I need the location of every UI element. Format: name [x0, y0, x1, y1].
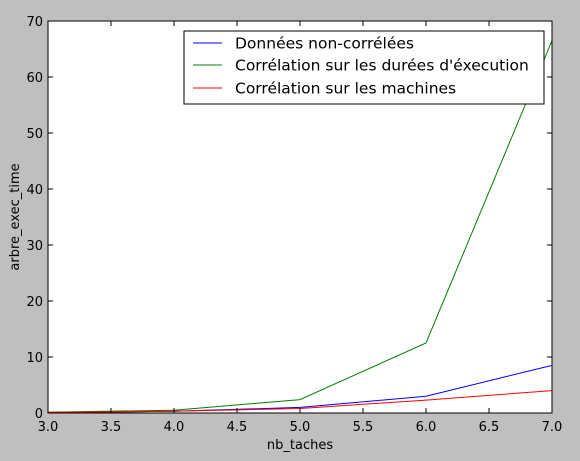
legend-box — [183, 30, 545, 105]
y-tick-label-1: 10 — [26, 351, 43, 366]
y-tick-label-7: 70 — [26, 15, 43, 30]
y-tick-label-2: 20 — [26, 295, 43, 310]
y-tick-label-5: 50 — [26, 127, 43, 142]
y-tick-label-3: 30 — [26, 239, 43, 254]
x-axis-label: nb_taches — [267, 438, 333, 453]
tick-layer: 3.0 3.5 4.0 4.5 5.0 5.5 6.0 6.5 7.0 0 10 20 30 40 50 60… — [26, 15, 562, 435]
x-tick-label-3: 4.5 — [227, 420, 248, 435]
x-tick-label-4: 5.0 — [290, 420, 311, 435]
x-tick-label-2: 4.0 — [164, 420, 185, 435]
series-line-1 — [47, 40, 553, 413]
legend-label-1: Corrélation sur les durées d'éxecution — [235, 57, 529, 75]
legend-label-2: Corrélation sur les machines — [235, 80, 456, 98]
y-tick-label-4: 40 — [26, 183, 43, 198]
legend: Données non-corrélées Corrélation sur le… — [183, 30, 545, 105]
x-tick-label-8: 7.0 — [542, 420, 563, 435]
x-tick-label-7: 6.5 — [479, 420, 500, 435]
x-tick-label-0: 3.0 — [38, 420, 59, 435]
x-tick-label-6: 6.0 — [416, 420, 437, 435]
legend-label-0: Données non-corrélées — [235, 35, 414, 53]
y-tick-label-0: 0 — [35, 407, 43, 422]
x-tick-label-1: 3.5 — [101, 420, 122, 435]
y-tick-label-6: 60 — [26, 71, 43, 86]
x-tick-label-5: 5.5 — [353, 420, 374, 435]
y-axis-label: arbre_exec_time — [8, 163, 23, 270]
